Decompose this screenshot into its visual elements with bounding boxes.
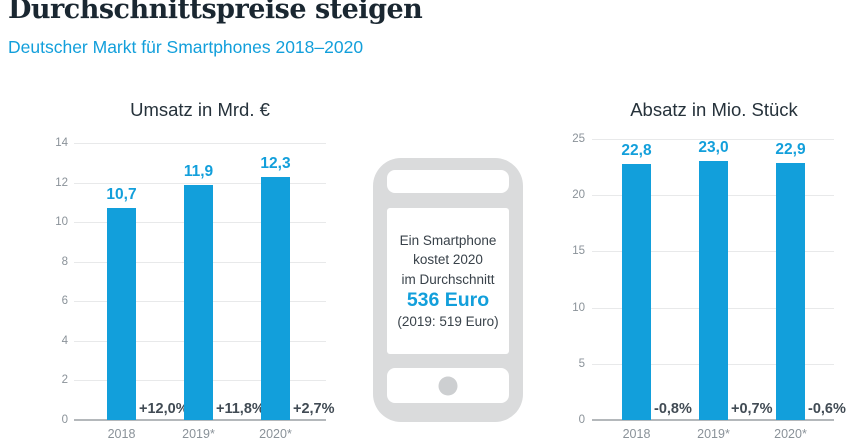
bar <box>184 184 213 420</box>
x-axis-label: 2018 <box>107 427 136 441</box>
bar-value-label: 11,9 <box>183 162 214 180</box>
bar <box>622 163 651 420</box>
x-axis-label: 2019* <box>182 427 215 441</box>
smartphone-graphic: Ein Smartphone kostet 2020 im Durchschni… <box>373 158 523 422</box>
y-tick-label: 20 <box>572 189 585 202</box>
chart-title-absatz: Absatz in Mio. Stück <box>630 99 798 120</box>
change-percent-label: -0,8% <box>654 401 692 417</box>
previous-price-value: (2019: 519 Euro) <box>397 314 499 329</box>
x-axis-label: 2018 <box>622 427 651 441</box>
bar-value-label: 23,0 <box>698 139 729 157</box>
x-axis-label: 2020* <box>259 427 292 441</box>
phone-text-line: im Durchschnitt <box>401 271 495 287</box>
bar-value-label: 22,9 <box>775 140 806 158</box>
change-percent-label: +2,7% <box>293 401 335 417</box>
y-tick-label: 0 <box>61 414 68 426</box>
bar <box>261 176 290 420</box>
change-percent-label: -0,6% <box>808 401 846 417</box>
bar <box>699 161 728 420</box>
phone-text-line: kostet 2020 <box>413 252 483 267</box>
change-percent-label: +11,8% <box>216 401 265 417</box>
bar-value-label: 22,8 <box>621 141 652 159</box>
phone-home-area <box>387 368 509 403</box>
x-axis-baseline <box>74 419 326 421</box>
y-tick-label: 10 <box>572 301 585 314</box>
y-tick-label: 4 <box>61 334 68 347</box>
phone-text-line: Ein Smartphone <box>399 232 497 248</box>
page-title: Durchschnittspreise steigen <box>8 0 423 25</box>
gridline <box>592 139 834 140</box>
y-tick-label: 6 <box>61 295 68 308</box>
x-axis-baseline <box>592 419 834 421</box>
y-tick-label: 5 <box>578 357 585 370</box>
phone-screen: Ein Smartphone kostet 2020 im Durchschni… <box>387 208 509 354</box>
bar <box>776 162 805 420</box>
y-tick-label: 0 <box>578 414 585 426</box>
bar <box>107 208 136 420</box>
bar-value-label: 10,7 <box>106 186 137 204</box>
y-tick-label: 12 <box>55 176 68 189</box>
y-tick-label: 2 <box>61 374 68 387</box>
y-tick-label: 8 <box>61 255 68 268</box>
y-tick-label: 10 <box>55 216 68 229</box>
change-percent-label: +0,7% <box>731 401 773 417</box>
gridline <box>74 182 326 184</box>
phone-speaker-area <box>387 170 509 193</box>
change-percent-label: +12,0% <box>139 401 189 417</box>
y-tick-label: 14 <box>55 137 68 149</box>
bar-value-label: 12,3 <box>260 154 291 172</box>
y-tick-label: 15 <box>572 245 585 258</box>
home-button-icon <box>438 376 458 395</box>
page-subtitle: Deutscher Markt für Smartphones 2018–202… <box>8 37 364 57</box>
x-axis-label: 2019* <box>697 427 730 441</box>
gridline <box>74 143 326 144</box>
chart-title-umsatz: Umsatz in Mrd. € <box>130 99 270 120</box>
y-tick-label: 25 <box>572 133 585 145</box>
x-axis-label: 2020* <box>774 427 807 441</box>
average-price-value: 536 Euro <box>406 289 490 311</box>
